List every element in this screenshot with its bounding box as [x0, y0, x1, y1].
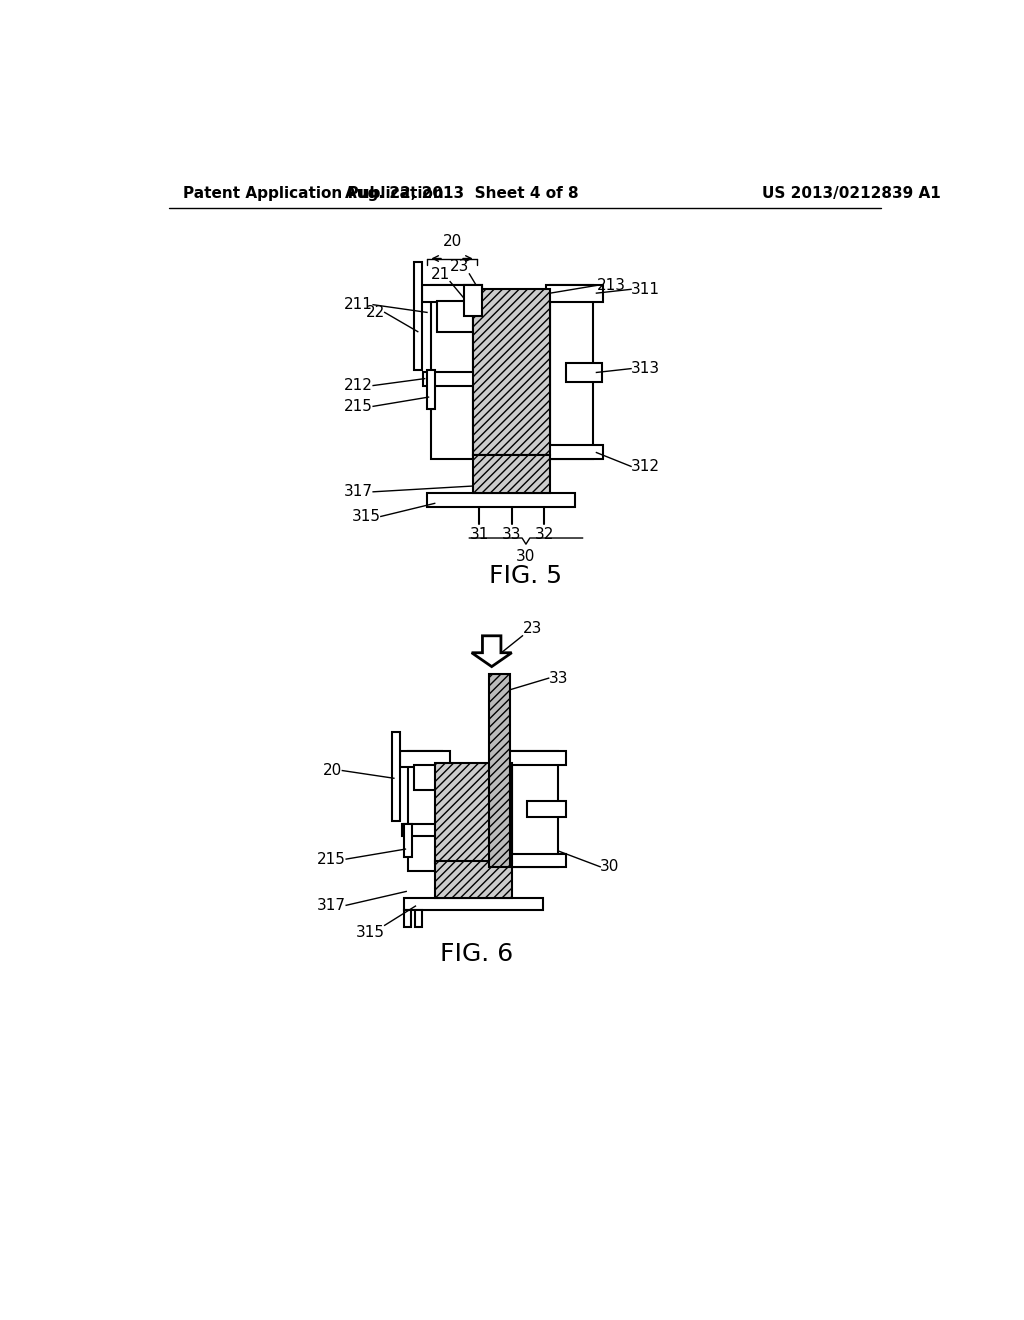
Bar [527, 801, 565, 817]
Text: 212: 212 [344, 378, 373, 393]
Bar [408, 751, 442, 871]
Text: 20: 20 [442, 234, 462, 249]
Bar [401, 824, 451, 836]
Bar [488, 675, 510, 867]
Text: FIG. 6: FIG. 6 [440, 942, 514, 966]
Text: 23: 23 [450, 259, 469, 275]
Text: 33: 33 [549, 671, 568, 685]
Bar [473, 289, 550, 455]
Bar [400, 751, 451, 767]
Bar [565, 363, 602, 381]
Text: 315: 315 [352, 510, 381, 524]
Bar [464, 285, 482, 317]
Text: 20: 20 [323, 763, 342, 777]
Bar [435, 763, 512, 863]
Bar [427, 494, 574, 507]
Bar [403, 898, 543, 909]
Text: 30: 30 [600, 859, 620, 874]
Bar [547, 445, 602, 459]
Text: 215: 215 [317, 851, 346, 867]
Text: US 2013/0212839 A1: US 2013/0212839 A1 [762, 186, 941, 201]
Text: 211: 211 [344, 297, 373, 313]
Text: 313: 313 [631, 362, 660, 376]
Bar [508, 751, 565, 766]
Text: 33: 33 [502, 527, 521, 543]
Text: FIG. 5: FIG. 5 [489, 564, 562, 589]
Bar [392, 733, 400, 821]
Text: 317: 317 [317, 898, 346, 913]
Polygon shape [472, 636, 512, 667]
Text: 22: 22 [366, 305, 385, 319]
Text: 21: 21 [431, 267, 451, 281]
Text: 32: 32 [535, 527, 554, 543]
Text: 312: 312 [631, 459, 660, 474]
Text: 213: 213 [596, 279, 626, 293]
Bar [508, 854, 565, 867]
Text: Patent Application Publication: Patent Application Publication [183, 186, 443, 201]
Bar [403, 909, 411, 927]
Text: Aug. 22, 2013  Sheet 4 of 8: Aug. 22, 2013 Sheet 4 of 8 [345, 186, 579, 201]
Bar [547, 285, 602, 302]
Text: 215: 215 [344, 399, 373, 414]
Text: 315: 315 [355, 925, 385, 940]
Bar [512, 751, 558, 867]
Bar [437, 301, 473, 331]
Text: 311: 311 [631, 281, 660, 297]
Text: 317: 317 [344, 484, 373, 499]
Bar [473, 455, 550, 494]
Bar [416, 909, 422, 927]
Bar [422, 285, 482, 302]
Bar [414, 766, 442, 789]
Bar [427, 370, 435, 409]
Bar [431, 285, 473, 459]
Bar [414, 263, 422, 370]
Bar [423, 372, 481, 385]
Text: 23: 23 [522, 620, 542, 636]
Text: 30: 30 [516, 549, 536, 564]
Bar [550, 285, 593, 459]
Bar [435, 862, 512, 898]
Text: 31: 31 [470, 527, 489, 543]
Bar [403, 825, 412, 857]
